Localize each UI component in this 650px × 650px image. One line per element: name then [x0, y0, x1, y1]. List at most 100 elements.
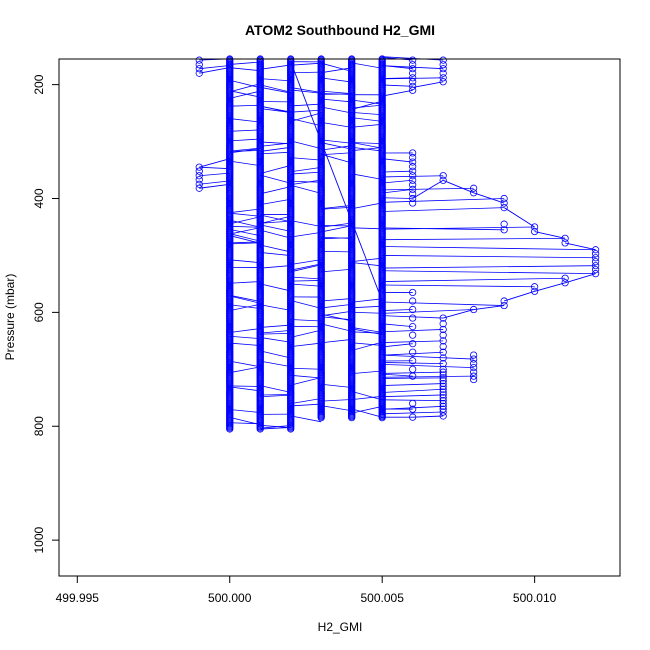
data-point — [500, 297, 508, 305]
profile-segment — [321, 399, 352, 402]
profile-segment — [199, 65, 230, 70]
data-point — [409, 199, 417, 207]
profile-segment — [290, 264, 322, 273]
profile-segment — [351, 123, 383, 128]
y-tick-label: 200 — [32, 74, 46, 94]
profile-segment — [351, 104, 383, 109]
profile-segment — [290, 415, 322, 423]
profile-segment — [382, 89, 413, 97]
profile-segment — [229, 67, 261, 72]
profile-segment — [351, 298, 383, 303]
profile-segment — [382, 405, 444, 410]
profile-segment — [321, 268, 352, 273]
profile-segment — [351, 391, 383, 401]
profile-segment — [229, 360, 261, 368]
profile-segment — [290, 259, 322, 265]
profile-segment — [229, 409, 261, 413]
profile-segment — [351, 305, 383, 309]
profile-segment — [290, 184, 322, 194]
x-tick-label: 499.995 — [56, 591, 100, 605]
profile-segment — [260, 385, 291, 393]
profile-segment — [351, 99, 383, 105]
x-tick-label: 500.000 — [208, 591, 252, 605]
profile-segment — [199, 67, 230, 74]
profile-segment — [260, 141, 291, 145]
profile-segment — [351, 147, 383, 152]
y-tick-label: 1000 — [32, 526, 46, 553]
profile-segment — [229, 90, 261, 99]
profile-segment — [382, 237, 566, 241]
profile-segment — [534, 231, 566, 239]
profile-segment — [260, 224, 291, 232]
data-point — [592, 266, 600, 274]
profile-segment — [229, 303, 261, 311]
profile-segment — [199, 183, 230, 189]
x-tick-label: 500.010 — [513, 591, 557, 605]
profile-segment — [229, 129, 261, 132]
profile-segment — [382, 179, 413, 184]
profile-segment — [199, 166, 230, 170]
profile-segment — [260, 214, 291, 223]
profile-segment — [229, 216, 261, 225]
profile-segment — [229, 61, 261, 65]
profile-segment — [382, 383, 444, 386]
data-point — [592, 258, 600, 266]
profile-segment — [321, 77, 352, 83]
profile-segment — [351, 173, 383, 180]
profile-segment — [382, 188, 413, 194]
profile-segment — [260, 64, 291, 70]
profile-segment — [229, 212, 261, 217]
profile-segment — [321, 310, 352, 317]
profile-segment — [260, 108, 291, 113]
profile-segment — [382, 65, 444, 70]
profile-segment — [351, 408, 383, 418]
profile-segment — [229, 235, 261, 244]
profile-segment — [412, 81, 444, 88]
y-tick-label: 600 — [32, 302, 46, 322]
profile-segment — [229, 386, 261, 392]
data-point — [470, 351, 478, 359]
profile-segment — [290, 300, 322, 309]
profile-segment — [382, 354, 474, 360]
profile-segment — [229, 259, 261, 264]
profile-segment — [290, 398, 322, 405]
x-axis-label: H2_GMI — [318, 620, 363, 634]
data-point — [409, 153, 417, 162]
profile-segment — [321, 304, 352, 309]
profile-segment — [351, 227, 383, 230]
data-point — [561, 279, 569, 287]
profile-segment — [351, 395, 383, 401]
profile-segment — [351, 341, 383, 351]
profile-segment — [229, 227, 261, 235]
data-point — [470, 368, 478, 376]
profile-segment — [229, 366, 261, 374]
data-point — [409, 69, 417, 77]
profile-segment — [351, 405, 383, 414]
profile-segment — [382, 373, 413, 377]
profile-segment — [351, 117, 383, 122]
profile-segment — [351, 111, 383, 116]
profile-segment — [260, 84, 291, 93]
profile-segment — [321, 339, 352, 344]
data-point — [409, 348, 417, 356]
profile-segment — [260, 360, 291, 368]
profile-segment — [260, 215, 291, 224]
profile-segment — [382, 77, 413, 79]
y-axis: 200 400 600 800 1000 — [32, 74, 59, 553]
profile-segment — [382, 226, 535, 230]
profile-segment — [229, 295, 261, 304]
profile-segment — [382, 265, 596, 269]
profile-segment — [473, 192, 505, 204]
profile-segment — [321, 90, 352, 95]
profile-segment — [290, 276, 322, 280]
profile-segment — [229, 208, 261, 214]
profile-segment — [260, 265, 291, 269]
profile-segment — [229, 138, 261, 142]
profile-segment — [290, 62, 322, 66]
profile-segment — [290, 166, 322, 173]
profile-segment — [260, 394, 291, 398]
profile-segment — [199, 172, 230, 177]
profile-segment — [382, 277, 566, 282]
profile-segment — [260, 86, 291, 94]
data-point — [409, 172, 417, 180]
